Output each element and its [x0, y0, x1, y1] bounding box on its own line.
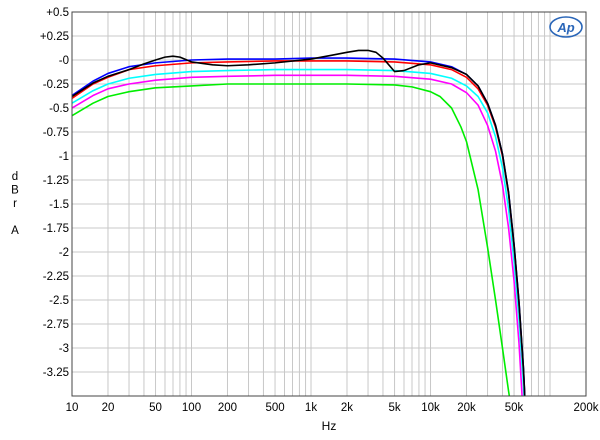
series-line-1	[72, 83, 511, 396]
series-line-5	[72, 57, 526, 396]
plot-frame	[71, 11, 587, 397]
y-tick-label: -2.5	[49, 295, 69, 307]
y-axis-label-char: d	[12, 171, 18, 183]
series-line-6	[72, 49, 526, 396]
y-tick-label: +0.5	[46, 7, 69, 19]
x-tick-label: 500	[265, 402, 284, 414]
y-tick-label: -2	[59, 247, 69, 259]
x-tick-label: 10k	[421, 402, 440, 414]
x-tick-label: 2k	[341, 402, 353, 414]
logo-text: Ap	[556, 20, 574, 35]
y-tick-label: -3.25	[43, 367, 69, 379]
x-tick-label: 50k	[505, 402, 524, 414]
y-tick-label: -1.75	[43, 223, 69, 235]
x-tick-label: 1k	[305, 402, 317, 414]
y-tick-label: -3	[59, 343, 69, 355]
series-line-4	[72, 60, 526, 396]
y-tick-label: -1.25	[43, 175, 69, 187]
y-axis-label-char: r	[13, 198, 17, 210]
y-tick-label: -0.75	[43, 127, 69, 139]
y-tick-label: -0.5	[49, 103, 69, 115]
x-tick-label: 20k	[457, 402, 476, 414]
series-line-3	[72, 68, 525, 396]
x-tick-label: 5k	[388, 402, 400, 414]
x-tick-label: 100	[182, 402, 201, 414]
y-tick-label: -1.5	[49, 199, 69, 211]
x-tick-label: 200	[218, 402, 237, 414]
x-tick-label: 200k	[574, 402, 599, 414]
series-line-2	[72, 74, 523, 396]
y-tick-label: -0	[59, 55, 69, 67]
y-tick-labels: +0.5 +0.25 -0 -0.25 -0.5 -0.75 -1 -1.25 -1.5 -1.7…	[40, 7, 69, 379]
audio-precision-logo: Ap	[549, 16, 583, 38]
y-tick-label: +0.25	[40, 31, 69, 43]
y-tick-label: -0.25	[43, 79, 69, 91]
x-axis-label: Hz	[322, 419, 337, 433]
series-layer	[72, 49, 526, 396]
y-axis-label: dBr A	[11, 171, 19, 237]
x-tick-label: 50	[149, 402, 162, 414]
y-tick-label: -2.75	[43, 319, 69, 331]
x-tick-label: 10	[66, 402, 79, 414]
y-tick-label: -2.25	[43, 271, 69, 283]
y-axis-label-char: A	[11, 225, 19, 237]
y-tick-label: -1	[59, 151, 69, 163]
x-tick-label: 20	[102, 402, 115, 414]
y-axis-label-char: B	[11, 185, 19, 197]
x-tick-labels: 10 20 50 100 200 500 1k 2k 5k 10k 20k 50k 200k	[66, 402, 599, 414]
